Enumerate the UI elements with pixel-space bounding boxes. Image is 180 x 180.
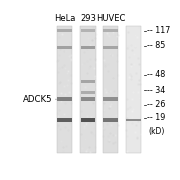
- Bar: [103, 46, 118, 49]
- Bar: [81, 98, 95, 101]
- Bar: [81, 80, 95, 83]
- Bar: [103, 118, 118, 122]
- Text: -- 34: -- 34: [147, 86, 166, 95]
- Bar: [57, 98, 72, 101]
- Bar: [81, 46, 95, 49]
- Text: -- 26: -- 26: [147, 100, 166, 109]
- Bar: [126, 26, 141, 153]
- Bar: [103, 98, 118, 101]
- Text: -- 19: -- 19: [147, 113, 166, 122]
- Bar: [57, 29, 72, 32]
- Bar: [80, 26, 96, 153]
- Bar: [81, 91, 95, 94]
- Bar: [57, 118, 72, 122]
- Bar: [103, 26, 118, 153]
- Text: -- 85: -- 85: [147, 41, 166, 50]
- Text: HUVEC: HUVEC: [96, 14, 125, 23]
- Bar: [126, 119, 141, 121]
- Bar: [57, 46, 72, 49]
- Text: -- 117: -- 117: [147, 26, 171, 35]
- Text: (kD): (kD): [149, 127, 165, 136]
- Text: ADCK5: ADCK5: [23, 95, 53, 104]
- Text: -- 48: -- 48: [147, 70, 166, 79]
- Bar: [57, 26, 72, 153]
- Bar: [103, 29, 118, 32]
- Bar: [81, 118, 95, 122]
- Text: HeLa: HeLa: [54, 14, 75, 23]
- Bar: [81, 29, 95, 32]
- Text: 293: 293: [80, 14, 96, 23]
